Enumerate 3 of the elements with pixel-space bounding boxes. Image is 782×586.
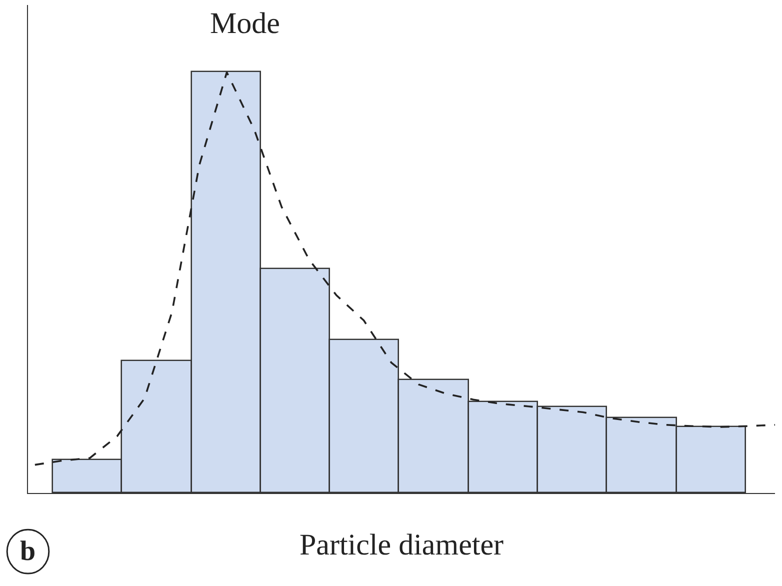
x-axis-title: Particle diameter	[299, 528, 504, 562]
text: b	[20, 536, 36, 567]
text: Mode	[210, 7, 280, 40]
